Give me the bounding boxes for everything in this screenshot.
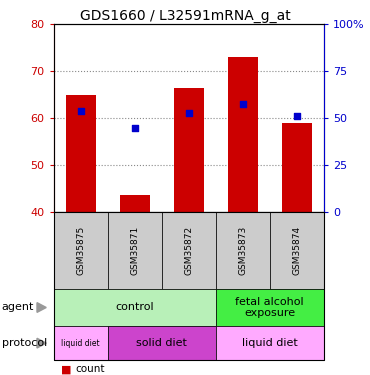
Bar xyxy=(66,95,95,212)
Text: GSM35873: GSM35873 xyxy=(238,226,247,275)
Point xyxy=(132,124,138,130)
Text: GSM35875: GSM35875 xyxy=(76,226,85,275)
Text: agent: agent xyxy=(2,303,34,312)
Text: count: count xyxy=(76,364,105,374)
Text: fetal alcohol
exposure: fetal alcohol exposure xyxy=(235,297,304,318)
Text: liquid diet: liquid diet xyxy=(242,338,297,348)
Text: GSM35871: GSM35871 xyxy=(130,226,139,275)
Text: liquid diet: liquid diet xyxy=(61,339,100,348)
Text: protocol: protocol xyxy=(2,338,47,348)
Point xyxy=(294,113,300,119)
Bar xyxy=(228,57,258,212)
Bar xyxy=(282,123,312,212)
Point xyxy=(240,101,246,107)
Text: GSM35874: GSM35874 xyxy=(292,226,301,275)
Bar xyxy=(174,88,204,212)
Point xyxy=(78,108,84,114)
Text: ■: ■ xyxy=(61,364,71,374)
Text: control: control xyxy=(115,303,154,312)
Text: GDS1660 / L32591mRNA_g_at: GDS1660 / L32591mRNA_g_at xyxy=(80,9,290,23)
Text: GSM35872: GSM35872 xyxy=(184,226,193,275)
Text: solid diet: solid diet xyxy=(136,338,187,348)
Bar xyxy=(120,195,149,212)
Point xyxy=(186,110,192,116)
